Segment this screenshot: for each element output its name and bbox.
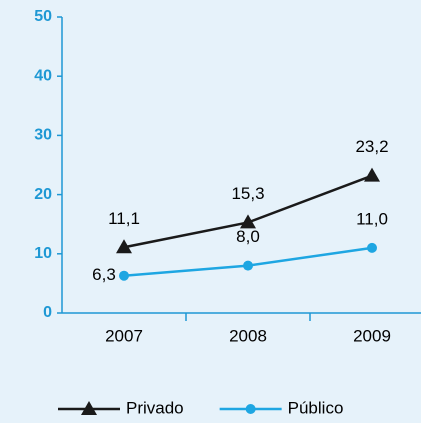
legend-label: Privado bbox=[126, 398, 184, 417]
marker bbox=[364, 167, 380, 182]
legend-marker bbox=[81, 401, 97, 415]
data-label: 6,3 bbox=[92, 265, 116, 284]
y-tick-label: 10 bbox=[34, 245, 52, 262]
y-tick-label: 30 bbox=[34, 127, 52, 144]
legend-label: Público bbox=[288, 398, 344, 417]
marker bbox=[367, 242, 377, 253]
data-label: 23,2 bbox=[355, 137, 388, 156]
y-tick-label: 50 bbox=[34, 8, 52, 25]
data-label: 15,3 bbox=[231, 184, 264, 203]
y-tick-label: 20 bbox=[34, 186, 52, 203]
y-tick-label: 0 bbox=[43, 304, 52, 321]
x-tick-label: 2007 bbox=[105, 326, 143, 345]
marker bbox=[116, 239, 132, 254]
data-label: 11,0 bbox=[356, 209, 388, 228]
x-tick-label: 2009 bbox=[353, 326, 391, 345]
data-label: 8,0 bbox=[236, 227, 260, 246]
x-tick-label: 2008 bbox=[229, 326, 267, 345]
legend-marker bbox=[245, 404, 256, 414]
data-label: 11,1 bbox=[108, 209, 140, 228]
marker bbox=[243, 260, 253, 271]
y-tick-label: 40 bbox=[34, 67, 52, 84]
marker bbox=[240, 214, 256, 229]
marker bbox=[119, 270, 129, 281]
